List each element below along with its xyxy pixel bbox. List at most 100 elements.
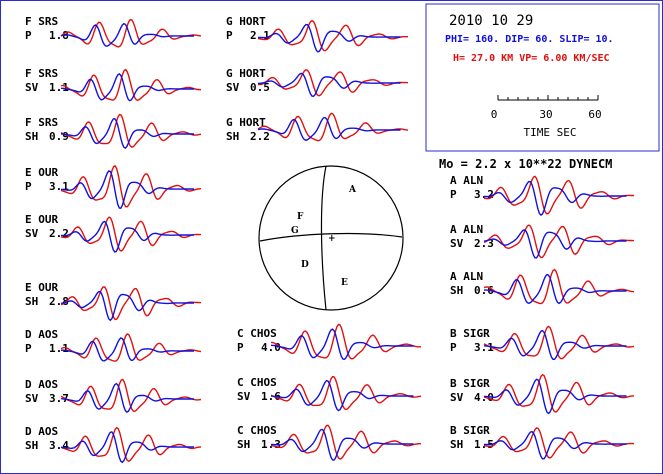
component-label: P [237, 341, 244, 354]
depth-velocity: H= 27.0 KM VP= 6.00 KM/SEC [453, 53, 610, 64]
amplitude-label: 2.8 [49, 295, 69, 308]
component-label: SH [450, 284, 463, 297]
observed-waveform [60, 431, 194, 464]
synthetic-waveform [60, 216, 201, 252]
component-label: SH [25, 439, 38, 452]
observed-waveform [60, 22, 194, 47]
station-label: D AOS [25, 425, 58, 438]
observed-waveform [60, 170, 194, 209]
scale-tick-30: 30 [539, 108, 552, 121]
station-label-g: G [291, 226, 299, 236]
amplitude-label: 1.1 [49, 342, 69, 355]
amplitude-label: 3.1 [474, 341, 494, 354]
nodal-plane-1 [320, 165, 327, 311]
synthetic-waveform [60, 113, 202, 148]
quadrant-label-e: E [341, 278, 348, 288]
component-label: SV [25, 392, 39, 405]
observed-waveform [270, 328, 414, 361]
nodal-plane-2 [259, 232, 403, 242]
station-label: F SRS [25, 67, 58, 80]
component-label: SV [25, 227, 39, 240]
component-label: P [25, 29, 32, 42]
station-label: D AOS [25, 378, 58, 391]
observed-waveform [258, 23, 401, 53]
synthetic-waveform [258, 69, 409, 97]
component-label: SV [237, 390, 251, 403]
observed-waveform [257, 116, 401, 141]
component-label: SV [450, 237, 464, 250]
event-date: 2010 10 29 [449, 13, 533, 29]
station-label: F SRS [25, 15, 58, 28]
observed-waveform [483, 329, 627, 360]
synthetic-waveform [270, 375, 422, 411]
amplitude-label: 0.9 [49, 130, 69, 143]
station-label: F SRS [25, 116, 58, 129]
synthetic-waveform [60, 286, 202, 321]
component-label: P [226, 29, 233, 42]
amplitude-label: 0.5 [250, 81, 270, 94]
synthetic-waveform [60, 68, 201, 101]
observed-waveform [60, 337, 194, 362]
synthetic-waveform [60, 18, 202, 48]
station-label-f: F [297, 212, 304, 222]
component-label: SH [226, 130, 239, 143]
observed-waveform [60, 290, 194, 322]
station-label: D AOS [25, 328, 58, 341]
station-label: E OUR [25, 281, 58, 294]
component-label: SV [25, 81, 39, 94]
station-label: C CHOS [237, 376, 277, 389]
component-label: P [25, 342, 32, 355]
station-label: G HORT [226, 67, 266, 80]
amplitude-label: 3.4 [49, 439, 69, 452]
quadrant-label-d: D [301, 260, 309, 270]
amplitude-label: 2.1 [250, 29, 270, 42]
scale-tick-0: 0 [491, 108, 498, 121]
amplitude-label: 3.2 [474, 188, 494, 201]
seismic-moment: Mo = 2.2 x 10**22 DYNECM [439, 157, 612, 171]
observed-waveform [483, 273, 627, 305]
station-label: C CHOS [237, 424, 277, 437]
observed-waveform [483, 229, 627, 259]
synthetic-waveform [483, 224, 635, 259]
component-label: SH [450, 438, 463, 451]
station-label: C CHOS [237, 327, 277, 340]
observed-waveform [483, 378, 627, 415]
epicenter-plus: + [328, 234, 336, 244]
component-label: P [450, 188, 457, 201]
component-label: SV [450, 391, 464, 404]
observed-waveform [270, 379, 414, 412]
scale-tick-60: 60 [588, 108, 601, 121]
station-label: B SIGR [450, 424, 490, 437]
quadrant-label-a: A [348, 185, 357, 195]
observed-waveform [61, 72, 194, 102]
component-label: SH [25, 130, 38, 143]
station-label: B SIGR [450, 377, 490, 390]
amplitude-label: 1.3 [261, 438, 281, 451]
amplitude-label: 2.2 [250, 130, 270, 143]
station-label: E OUR [25, 166, 58, 179]
focal-params: PHI= 160. DIP= 60. SLIP= 10. [445, 34, 614, 45]
synthetic-waveform [60, 426, 202, 463]
synthetic-waveform [257, 112, 409, 142]
synthetic-waveform [60, 333, 202, 362]
synthetic-waveform [257, 19, 408, 52]
time-scale-bar: 0 30 60 TIME SEC [491, 95, 602, 139]
component-label: SV [226, 81, 240, 94]
